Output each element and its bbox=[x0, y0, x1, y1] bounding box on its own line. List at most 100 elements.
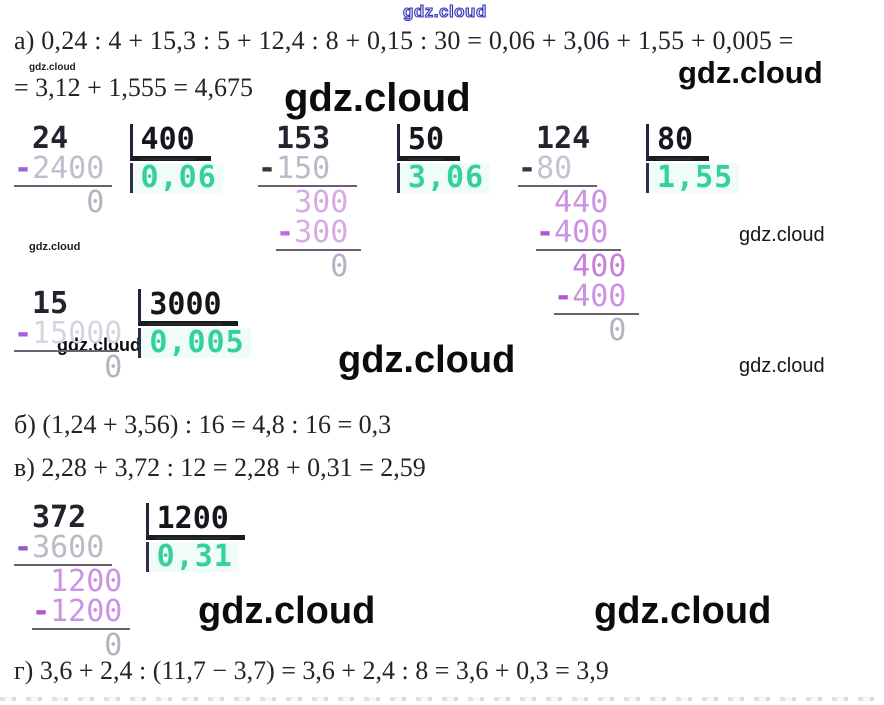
division-row: 300 bbox=[258, 188, 361, 218]
subtraction-underline bbox=[536, 249, 621, 251]
division-row: -15000 bbox=[14, 319, 122, 349]
division-row: 153 bbox=[258, 124, 361, 154]
math-line-a-part1: а) 0,24 : 4 + 15,3 : 5 + 12,4 : 8 + 0,15… bbox=[14, 26, 794, 55]
division-number: 0 bbox=[258, 249, 349, 284]
division-row: -1200 bbox=[14, 597, 130, 627]
divisor-quotient-column: 400 0,06 bbox=[129, 122, 223, 193]
watermark-top-outline: gdz.cloud bbox=[402, 1, 487, 21]
division-number: 15000 bbox=[32, 316, 123, 351]
division-row: -400 bbox=[518, 282, 639, 312]
division-number: 400 bbox=[554, 215, 609, 250]
divisor-value: 400 bbox=[129, 122, 211, 161]
division-number: 150 bbox=[276, 151, 331, 186]
divisor-quotient-column: 80 1,55 bbox=[645, 122, 740, 193]
subtraction-underline bbox=[258, 185, 358, 187]
division-row: -300 bbox=[258, 218, 361, 248]
watermark-big-bottom-right: gdz.cloud bbox=[594, 590, 772, 632]
division-number: 2400 bbox=[32, 151, 105, 186]
subtraction-underline bbox=[14, 564, 112, 566]
subtraction-underline bbox=[276, 249, 361, 251]
division-row: 400 bbox=[518, 252, 639, 282]
division-row: 15 bbox=[14, 289, 122, 319]
divisor-quotient-column: 50 3,06 bbox=[396, 122, 491, 193]
quotient-value: 0,005 bbox=[138, 328, 251, 358]
division-number: - bbox=[518, 151, 537, 186]
division-row: 372 bbox=[14, 503, 130, 533]
quotient-value: 3,06 bbox=[396, 163, 491, 193]
division-row: 1200 bbox=[14, 567, 130, 597]
math-line-b: б) (1,24 + 3,56) : 16 = 4,8 : 16 = 0,3 bbox=[14, 410, 392, 439]
division-number: 1200 bbox=[50, 594, 123, 629]
division-number: 1200 bbox=[14, 564, 123, 599]
division-number: 400 bbox=[572, 279, 627, 314]
divisor-quotient-column: 1200 0,31 bbox=[145, 501, 245, 572]
division-row: -2400 bbox=[14, 154, 112, 184]
division-number: 153 bbox=[258, 121, 331, 156]
division-number: - bbox=[258, 215, 295, 250]
quotient-value: 0,31 bbox=[145, 542, 239, 572]
division-number: - bbox=[14, 530, 33, 565]
division-number: - bbox=[258, 151, 277, 186]
division-number: 300 bbox=[258, 185, 349, 220]
division-number: - bbox=[518, 215, 555, 250]
division-number: 440 bbox=[518, 185, 609, 220]
divisor-quotient-column: 3000 0,005 bbox=[138, 287, 251, 358]
division-number: 15 bbox=[14, 286, 69, 321]
divisor-value: 80 bbox=[645, 122, 710, 161]
division-number: 0 bbox=[518, 313, 627, 348]
division-row: 0 bbox=[14, 631, 130, 661]
division-row: 440 bbox=[518, 188, 639, 218]
division-block-4: 15 -15000 0 3000 0,005 bbox=[14, 287, 251, 383]
division-row: -150 bbox=[258, 154, 361, 184]
division-row: -3600 bbox=[14, 533, 130, 563]
watermark-tiny-2: gdz.cloud bbox=[29, 241, 81, 253]
subtraction-underline bbox=[32, 628, 130, 630]
division-number: - bbox=[14, 316, 33, 351]
math-line-a-part2: = 3,12 + 1,555 = 4,675 bbox=[14, 73, 253, 102]
watermark-big-mid: gdz.cloud bbox=[338, 339, 516, 381]
division-work-column: 124 -80 440 -400 400 -400 0 bbox=[518, 124, 639, 346]
divisor-value: 1200 bbox=[145, 501, 245, 540]
division-row: 0 bbox=[14, 188, 112, 218]
division-number: 124 bbox=[518, 121, 591, 156]
division-block-3: 124 -80 440 -400 400 -400 0 80 1,55 bbox=[518, 122, 740, 346]
quotient-value: 1,55 bbox=[645, 163, 740, 193]
watermark-plain-right-2: gdz.cloud bbox=[739, 355, 825, 377]
divisor-value: 50 bbox=[396, 122, 461, 161]
division-work-column: 153 -150 300 -300 0 bbox=[258, 124, 361, 282]
math-line-v: в) 2,28 + 3,72 : 12 = 2,28 + 0,31 = 2,59 bbox=[14, 453, 426, 482]
division-block-1: 24 -2400 0 400 0,06 bbox=[14, 122, 223, 218]
division-number: 400 bbox=[518, 249, 627, 284]
division-row: -400 bbox=[518, 218, 639, 248]
division-row: -80 bbox=[518, 154, 639, 184]
subtraction-underline bbox=[14, 185, 112, 187]
division-work-column: 15 -15000 0 bbox=[14, 289, 122, 383]
division-number: 80 bbox=[536, 151, 573, 186]
division-number: - bbox=[518, 279, 573, 314]
division-number: - bbox=[14, 151, 33, 186]
division-row: 0 bbox=[518, 316, 639, 346]
division-number: - bbox=[14, 594, 51, 629]
subtraction-underline bbox=[518, 185, 598, 187]
divisor-number: 80 bbox=[656, 122, 694, 160]
division-block-2: 153 -150 300 -300 0 50 3,06 bbox=[258, 122, 491, 282]
division-number: 0 bbox=[14, 185, 105, 220]
division-block-5: 372 -3600 1200 -1200 0 1200 0,31 bbox=[14, 501, 245, 661]
division-row: 0 bbox=[14, 353, 122, 383]
division-number: 0 bbox=[14, 350, 123, 385]
division-work-column: 372 -3600 1200 -1200 0 bbox=[14, 503, 130, 661]
watermark-big-bottom-left: gdz.cloud bbox=[198, 590, 376, 632]
math-line-g: г) 3,6 + 2,4 : (11,7 − 3,7) = 3,6 + 2,4 … bbox=[14, 656, 609, 685]
division-number: 24 bbox=[14, 121, 69, 156]
quotient-value: 0,06 bbox=[129, 163, 223, 193]
watermark-tiny-1: gdz.cloud bbox=[29, 62, 76, 73]
watermark-big-center: gdz.cloud bbox=[284, 76, 471, 120]
divisor-number: 400 bbox=[140, 122, 195, 160]
division-number: 0 bbox=[14, 628, 123, 663]
division-row: 0 bbox=[258, 252, 361, 282]
division-number: 372 bbox=[14, 500, 87, 535]
divisor-value: 3000 bbox=[138, 287, 238, 326]
division-work-column: 24 -2400 0 bbox=[14, 124, 112, 218]
watermark-plain-right-1: gdz.cloud bbox=[739, 224, 825, 246]
